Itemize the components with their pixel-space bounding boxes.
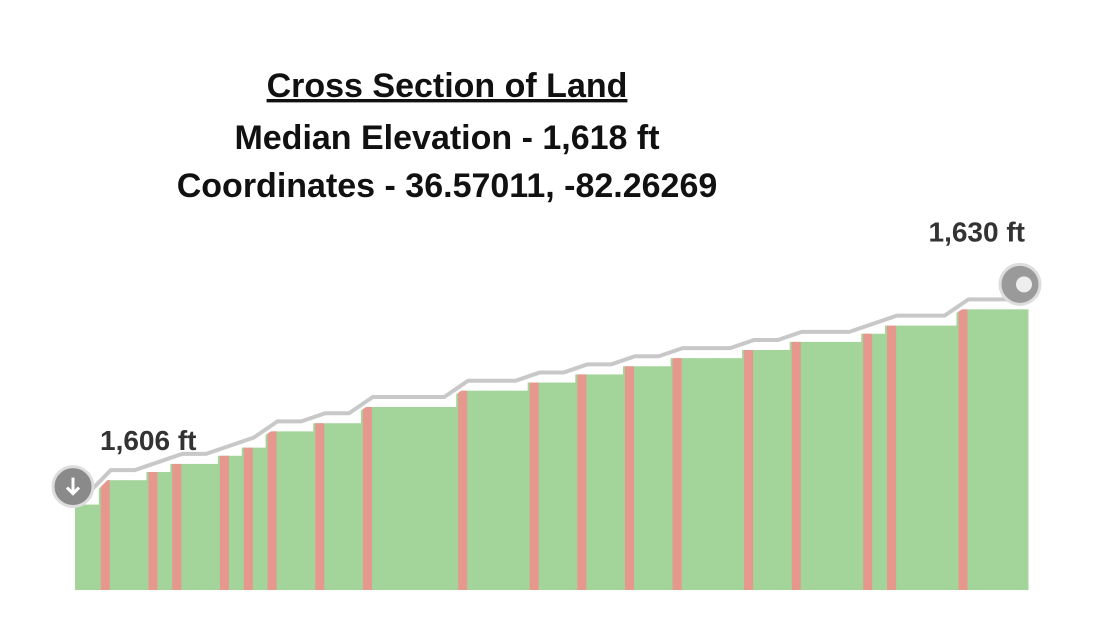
grade-stripe bbox=[887, 325, 897, 590]
grade-stripe bbox=[791, 341, 801, 590]
elevation-column bbox=[694, 358, 719, 590]
elevation-column bbox=[432, 406, 457, 590]
chart-title: Cross Section of Land bbox=[267, 67, 628, 105]
grade-stripe bbox=[624, 366, 634, 590]
start-label: 1,606 ft bbox=[100, 425, 197, 456]
elevation-column bbox=[289, 431, 314, 590]
elevation-column bbox=[813, 341, 838, 590]
grade-stripe bbox=[315, 423, 325, 590]
elevation-column bbox=[384, 406, 410, 590]
end-marker-dot bbox=[1016, 276, 1032, 293]
elevation-column bbox=[1004, 309, 1029, 590]
grade-stripe bbox=[958, 309, 968, 590]
profile-outline bbox=[85, 297, 1017, 496]
grade-stripe bbox=[219, 455, 229, 590]
elevation-column bbox=[480, 390, 505, 590]
elevation-column bbox=[765, 350, 791, 590]
elevation-column bbox=[646, 366, 672, 590]
grade-stripe bbox=[267, 431, 277, 590]
grade-stripe bbox=[148, 472, 158, 590]
chart-caption: Coordinates - 36.57011, -82.26269 bbox=[177, 167, 718, 205]
start-arrow bbox=[65, 477, 81, 496]
elevation-column bbox=[75, 504, 100, 590]
elevation-column bbox=[908, 325, 934, 590]
elevation-column bbox=[932, 325, 958, 590]
grade-stripe bbox=[577, 374, 587, 590]
elevation-column bbox=[122, 480, 147, 590]
grade-stripe bbox=[172, 463, 182, 590]
grade-stripe bbox=[744, 350, 754, 590]
elevation-column bbox=[837, 341, 862, 590]
elevation-column bbox=[599, 374, 624, 590]
end-label: 1,630 ft bbox=[929, 217, 1026, 248]
grade-stripe bbox=[100, 480, 110, 590]
grade-stripe bbox=[672, 358, 682, 590]
chart-subtitle: Median Elevation - 1,618 ft bbox=[234, 119, 659, 157]
elevation-column bbox=[551, 382, 576, 590]
grade-stripe bbox=[243, 447, 253, 590]
elevation-column bbox=[408, 406, 433, 590]
elevation-column bbox=[718, 358, 743, 590]
elevation-column bbox=[194, 463, 219, 590]
grade-stripe bbox=[362, 406, 372, 590]
elevation-column bbox=[980, 309, 1005, 590]
elevation-column bbox=[337, 423, 362, 590]
elevation-column bbox=[503, 390, 529, 590]
grade-stripe bbox=[863, 333, 873, 590]
grade-stripe bbox=[529, 382, 539, 590]
grade-stripe bbox=[458, 390, 468, 590]
